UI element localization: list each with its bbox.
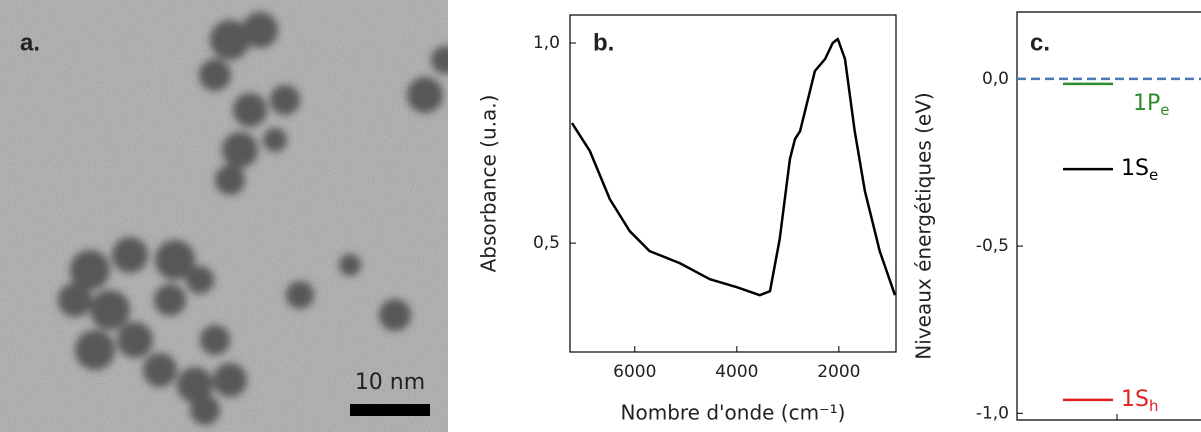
level-subscript: e (1160, 100, 1169, 118)
y-tick-label: 0,0 (982, 69, 1009, 89)
panel-label: b. (593, 29, 614, 56)
level-label: 1Se (1121, 156, 1158, 184)
level-name: 1S (1121, 387, 1149, 412)
y-tick-label: -0,5 (976, 236, 1009, 256)
level-label: 1Pe (1133, 91, 1170, 119)
level-subscript: e (1149, 166, 1158, 184)
y-axis-label: Absorbance (u.a.) (477, 95, 501, 273)
level-name: 1P (1133, 91, 1160, 116)
spectrum-line (570, 37, 897, 297)
level-label: 1Sh (1121, 387, 1158, 415)
scale-bar-label: 10 nm (355, 370, 425, 395)
level-name: 1S (1121, 156, 1149, 181)
y-axis-label: Niveaux énergétiques (eV) (912, 92, 936, 359)
x-axis-label: Nombre d'onde (cm⁻¹) (621, 401, 846, 425)
panel-label: c. (1030, 29, 1050, 56)
scale-bar (350, 404, 430, 416)
y-tick-label: -1,0 (976, 403, 1009, 423)
tem-image: a. 10 nm (0, 0, 448, 432)
y-tick-label: 0,5 (533, 233, 560, 253)
x-tick-label: 2000 (817, 362, 860, 382)
x-tick-label: 4000 (715, 362, 758, 382)
y-tick-label: 1,0 (533, 33, 560, 53)
plot-frame (1016, 11, 1201, 421)
level-subscript: h (1149, 396, 1159, 414)
x-tick-label: 6000 (613, 362, 656, 382)
panel-label: a. (20, 29, 40, 56)
plot-frame (569, 14, 897, 353)
